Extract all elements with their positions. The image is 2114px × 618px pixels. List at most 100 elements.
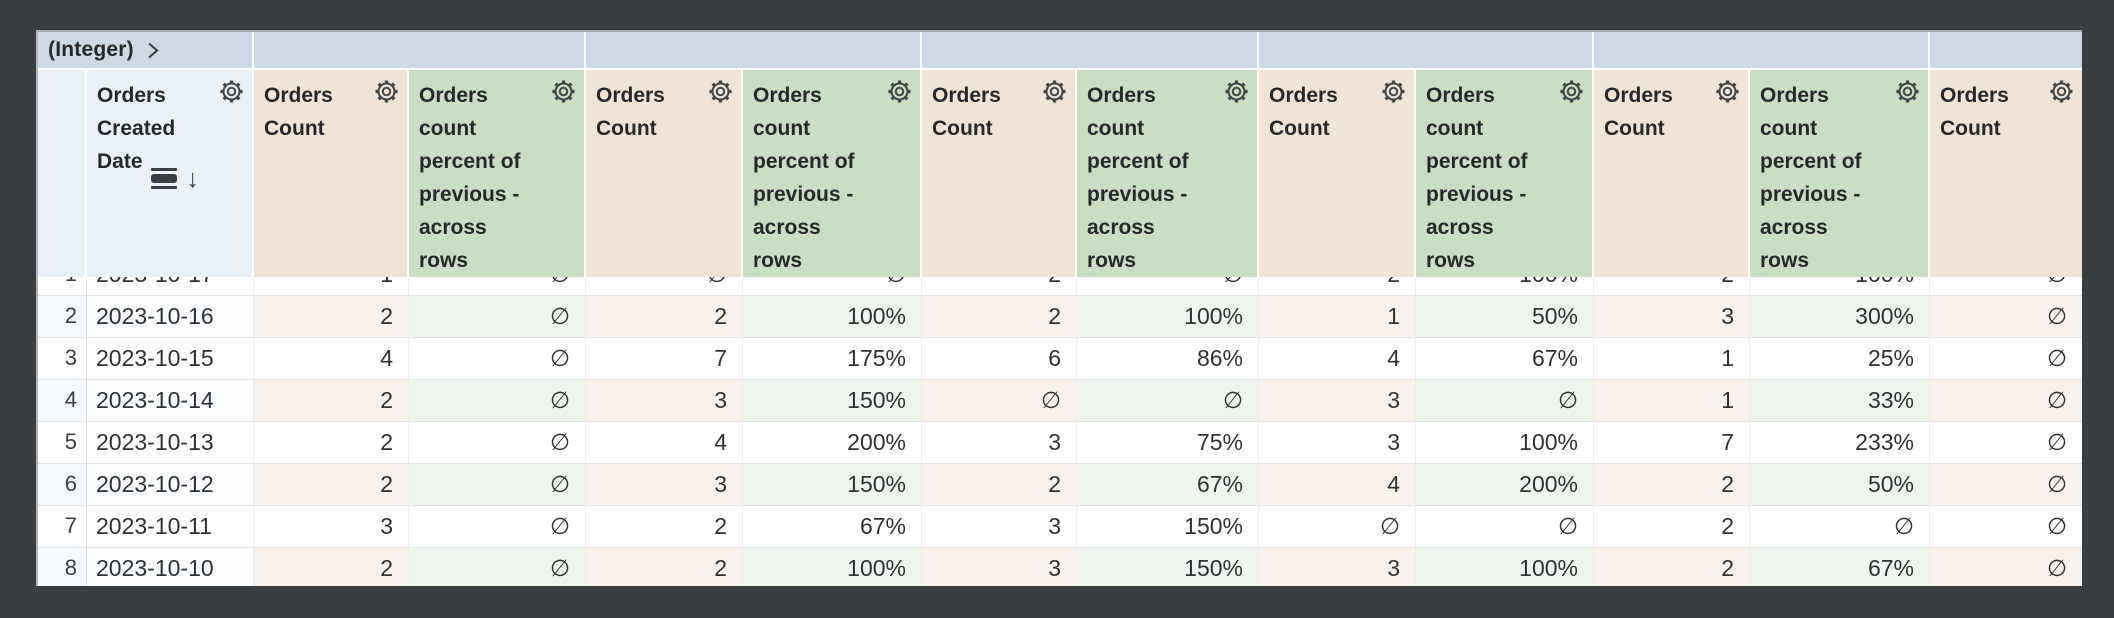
cell-count[interactable]: 3: [1259, 548, 1416, 586]
cell-count[interactable]: 3: [1259, 422, 1416, 464]
sort-descending-icon[interactable]: ↓: [186, 164, 200, 193]
cell-date[interactable]: 2023-10-13: [87, 422, 254, 464]
chevron-right-icon[interactable]: [143, 40, 163, 61]
cell-count[interactable]: 2: [586, 296, 743, 338]
cell-count[interactable]: 2: [1594, 464, 1750, 506]
column-header-orders-count-percent-3[interactable]: Orders count percent of previous - acros…: [1077, 70, 1259, 277]
cell-percent[interactable]: 75%: [1077, 422, 1259, 464]
gear-icon[interactable]: [2048, 78, 2075, 105]
cell-percent[interactable]: ∅: [409, 380, 586, 422]
cell-percent[interactable]: 150%: [1077, 548, 1259, 586]
cell-percent[interactable]: ∅: [1077, 380, 1259, 422]
cell-percent[interactable]: ∅: [409, 506, 586, 548]
cell-count[interactable]: 2: [254, 422, 409, 464]
cell-count[interactable]: 4: [1259, 464, 1416, 506]
cell-count[interactable]: 2: [254, 464, 409, 506]
cell-percent[interactable]: 50%: [1750, 464, 1930, 506]
cell-count[interactable]: 2: [586, 506, 743, 548]
cell-percent[interactable]: ∅: [409, 338, 586, 380]
cell-percent[interactable]: 200%: [1416, 464, 1594, 506]
cell-date[interactable]: 2023-10-10: [87, 548, 254, 586]
cell-count[interactable]: 4: [1259, 338, 1416, 380]
cell-percent[interactable]: 150%: [1077, 506, 1259, 548]
gear-icon[interactable]: [1380, 78, 1407, 105]
cell-count[interactable]: ∅: [1930, 296, 2082, 338]
cell-count[interactable]: ∅: [1930, 422, 2082, 464]
cell-count[interactable]: 2: [1594, 506, 1750, 548]
cell-percent[interactable]: 175%: [743, 338, 922, 380]
cell-percent[interactable]: 86%: [1077, 338, 1259, 380]
gear-icon[interactable]: [1558, 78, 1585, 105]
cell-percent[interactable]: ∅: [409, 464, 586, 506]
cell-percent[interactable]: ∅: [1416, 506, 1594, 548]
cell-count[interactable]: 3: [586, 464, 743, 506]
gear-icon[interactable]: [1041, 78, 1068, 105]
cell-count[interactable]: 3: [922, 506, 1077, 548]
cell-count[interactable]: 2: [254, 380, 409, 422]
column-header-orders-count-6[interactable]: Orders Count: [1930, 70, 2082, 277]
cell-date[interactable]: 2023-10-14: [87, 380, 254, 422]
cell-count[interactable]: 1: [1594, 380, 1750, 422]
cell-count[interactable]: 7: [586, 338, 743, 380]
cell-count[interactable]: 3: [922, 548, 1077, 586]
cell-percent[interactable]: 67%: [743, 506, 922, 548]
column-header-orders-count-percent-4[interactable]: Orders count percent of previous - acros…: [1416, 70, 1594, 277]
cell-count[interactable]: ∅: [1930, 464, 2082, 506]
cell-percent[interactable]: 25%: [1750, 338, 1930, 380]
cell-percent[interactable]: 50%: [1416, 296, 1594, 338]
cell-date[interactable]: 2023-10-15: [87, 338, 254, 380]
cell-count[interactable]: 7: [1594, 422, 1750, 464]
gear-icon[interactable]: [707, 78, 734, 105]
column-header-orders-count-5[interactable]: Orders Count: [1594, 70, 1750, 277]
cell-count[interactable]: 4: [586, 422, 743, 464]
cell-count[interactable]: 2: [254, 296, 409, 338]
pivot-field-header[interactable]: (Integer): [38, 32, 254, 70]
cell-percent[interactable]: 200%: [743, 422, 922, 464]
column-header-orders-count-percent-2[interactable]: Orders count percent of previous - acros…: [743, 70, 922, 277]
cell-date[interactable]: 2023-10-11: [87, 506, 254, 548]
gear-icon[interactable]: [218, 78, 245, 105]
cell-count[interactable]: 3: [922, 422, 1077, 464]
cell-count[interactable]: 2: [586, 548, 743, 586]
column-header-orders-count-3[interactable]: Orders Count: [922, 70, 1077, 277]
cell-count[interactable]: 1: [1594, 338, 1750, 380]
cell-percent[interactable]: 100%: [1416, 548, 1594, 586]
cell-count[interactable]: 3: [1259, 380, 1416, 422]
cell-date[interactable]: 2023-10-12: [87, 464, 254, 506]
cell-percent[interactable]: 150%: [743, 380, 922, 422]
column-header-orders-count-percent-1[interactable]: Orders count percent of previous - acros…: [409, 70, 586, 277]
cell-count[interactable]: 2: [254, 548, 409, 586]
cell-count[interactable]: 3: [586, 380, 743, 422]
cell-percent[interactable]: ∅: [409, 296, 586, 338]
cell-count[interactable]: 6: [922, 338, 1077, 380]
column-header-orders-created-date[interactable]: Orders Created Date ↓: [87, 70, 254, 277]
cell-percent[interactable]: 100%: [1077, 296, 1259, 338]
column-header-orders-count-1[interactable]: Orders Count: [254, 70, 409, 277]
cell-count[interactable]: 4: [254, 338, 409, 380]
cell-count[interactable]: 3: [1594, 296, 1750, 338]
cell-count[interactable]: ∅: [1930, 548, 2082, 586]
cell-count[interactable]: ∅: [1259, 506, 1416, 548]
cell-percent[interactable]: ∅: [1416, 380, 1594, 422]
cell-count[interactable]: ∅: [1930, 380, 2082, 422]
cell-count[interactable]: ∅: [1930, 506, 2082, 548]
cell-percent[interactable]: 100%: [743, 296, 922, 338]
cell-percent[interactable]: 67%: [1416, 338, 1594, 380]
cell-percent[interactable]: 67%: [1077, 464, 1259, 506]
column-header-orders-count-percent-5[interactable]: Orders count percent of previous - acros…: [1750, 70, 1930, 277]
column-header-orders-count-2[interactable]: Orders Count: [586, 70, 743, 277]
date-granularity-icon[interactable]: [150, 168, 177, 189]
gear-icon[interactable]: [1223, 78, 1250, 105]
cell-percent[interactable]: ∅: [1750, 506, 1930, 548]
gear-icon[interactable]: [550, 78, 577, 105]
cell-count[interactable]: 2: [922, 296, 1077, 338]
cell-percent[interactable]: 233%: [1750, 422, 1930, 464]
cell-percent[interactable]: 33%: [1750, 380, 1930, 422]
cell-percent[interactable]: ∅: [409, 548, 586, 586]
cell-percent[interactable]: 67%: [1750, 548, 1930, 586]
cell-percent[interactable]: 150%: [743, 464, 922, 506]
cell-percent[interactable]: 100%: [1416, 422, 1594, 464]
cell-percent[interactable]: ∅: [409, 422, 586, 464]
gear-icon[interactable]: [1714, 78, 1741, 105]
cell-percent[interactable]: 100%: [743, 548, 922, 586]
